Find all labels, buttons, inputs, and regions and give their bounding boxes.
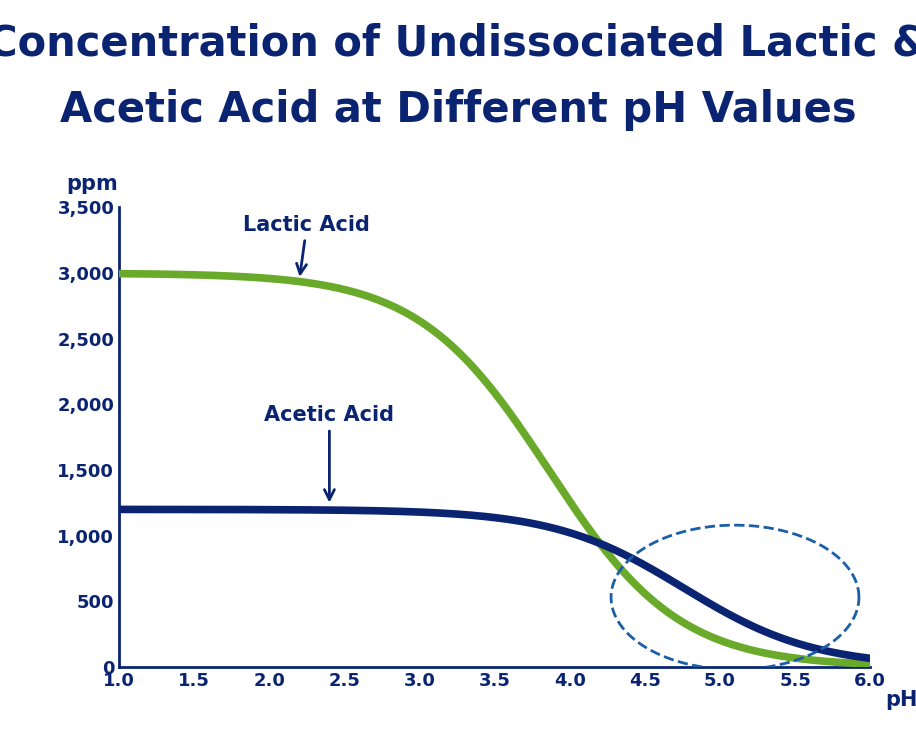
Text: Acetic Acid: Acetic Acid (265, 405, 395, 499)
Text: pH: pH (885, 690, 916, 710)
Text: ppm: ppm (67, 173, 118, 193)
Text: Acetic Acid at Different pH Values: Acetic Acid at Different pH Values (60, 89, 856, 131)
Text: Concentration of Undissociated Lactic &: Concentration of Undissociated Lactic & (0, 22, 916, 64)
Text: Lactic Acid: Lactic Acid (244, 215, 370, 274)
